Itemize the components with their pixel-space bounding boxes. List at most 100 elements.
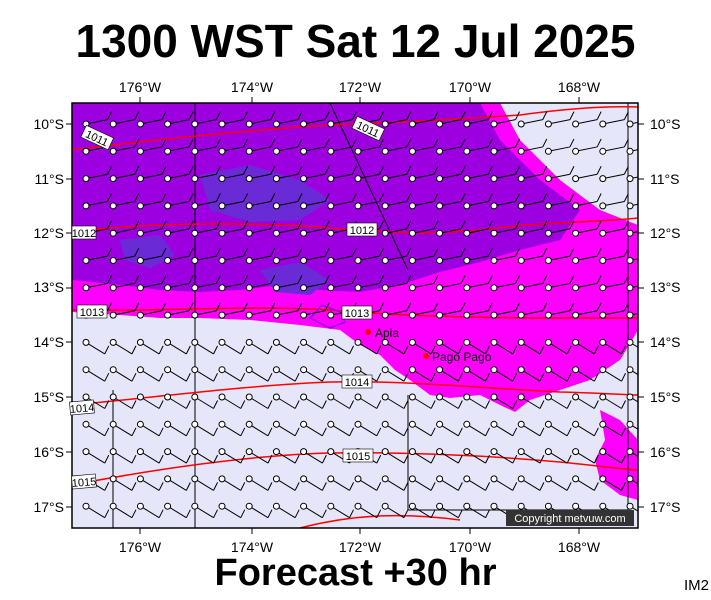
lat-label-left: 10°S — [33, 116, 64, 132]
station-point — [82, 175, 90, 183]
station-point — [164, 257, 172, 264]
wind-barb — [548, 478, 568, 491]
wind-barb — [194, 505, 214, 519]
station-point — [544, 366, 552, 374]
lat-label-left: 15°S — [33, 389, 64, 405]
wind-barb-flag — [215, 138, 221, 148]
wind-barb — [140, 451, 160, 464]
wind-barb — [521, 255, 543, 261]
wind-barb — [303, 282, 326, 289]
wind-barb — [167, 423, 187, 437]
wind-barb — [493, 201, 516, 207]
wind-barb — [629, 312, 638, 316]
wind-barb — [303, 201, 326, 207]
station-point — [626, 366, 634, 374]
lat-label-right: 16°S — [650, 444, 681, 460]
wind-barb — [520, 369, 541, 382]
wind-barb — [385, 201, 407, 207]
wind-barb-flag — [596, 275, 602, 284]
wind-barb-flag — [379, 247, 385, 257]
wind-barb — [249, 173, 271, 180]
station-point — [572, 502, 580, 510]
wind-barb-flag — [403, 454, 409, 464]
wind-barb — [276, 173, 299, 180]
wind-barb — [466, 255, 489, 261]
station-point — [626, 229, 634, 237]
station-point — [517, 393, 525, 401]
wind-barb — [575, 201, 598, 207]
station-point — [381, 147, 389, 155]
station-point — [191, 202, 199, 210]
wind-barb — [112, 369, 133, 382]
wind-barb-flag — [104, 454, 110, 464]
wind-barb-flag — [460, 220, 466, 230]
wind-barb-flag — [215, 247, 221, 257]
wind-barb-flag — [457, 482, 463, 491]
wind-barb-flag — [107, 220, 113, 230]
wind-barb — [276, 423, 296, 437]
station-point — [490, 120, 498, 128]
wind-barb — [412, 146, 435, 152]
wind-barb-flag — [403, 345, 409, 355]
station-point — [381, 448, 389, 456]
station-point — [164, 284, 172, 292]
wind-barb — [412, 451, 432, 464]
wind-barb-flag — [107, 166, 113, 175]
wind-barb-flag — [321, 372, 327, 382]
image-id-label: IM2 — [683, 577, 709, 594]
wind-barb — [629, 258, 638, 261]
station-point — [109, 393, 117, 401]
station-point — [300, 420, 308, 428]
wind-barb-flag — [324, 166, 330, 175]
wind-barb-flag — [158, 482, 164, 491]
wind-barb-flag — [515, 166, 521, 175]
wind-barb-flag — [433, 302, 439, 311]
wind-barb-flag — [270, 193, 276, 202]
station-point — [354, 366, 362, 374]
station-point — [381, 202, 389, 210]
station-point — [572, 338, 580, 346]
lon-label-bottom: 168°W — [558, 539, 601, 555]
wind-barb-flag — [297, 220, 303, 230]
wind-barb — [85, 173, 108, 180]
station-point — [436, 202, 444, 210]
wind-barb-flag — [213, 372, 219, 382]
wind-barb-flag — [623, 111, 629, 120]
wind-barb-flag — [460, 193, 466, 202]
wind-barb — [330, 201, 353, 207]
wind-barb-flag — [539, 345, 545, 355]
station-point — [381, 284, 389, 292]
wind-barb-flag — [349, 400, 355, 409]
wind-barb-flag — [321, 345, 327, 355]
station-point — [109, 175, 117, 183]
station-point — [626, 120, 634, 128]
wind-barb-flag — [512, 372, 518, 382]
wind-barb — [575, 341, 595, 355]
wind-barb-flag — [321, 454, 327, 464]
wind-barb — [303, 451, 323, 464]
station-point — [109, 448, 117, 456]
wind-barb-flag — [487, 302, 493, 311]
station-point — [300, 475, 308, 483]
wind-barb-flag — [406, 247, 412, 257]
wind-barb — [249, 282, 271, 289]
wind-barb-flag — [297, 138, 303, 148]
wind-barb-flag — [569, 111, 575, 120]
svg-text:1012: 1012 — [350, 225, 374, 237]
wind-barb-flag — [324, 138, 330, 148]
wind-barb-flag — [215, 275, 221, 284]
wind-barb-flag — [593, 372, 599, 382]
wind-barb-flag — [161, 138, 167, 148]
station-point — [572, 257, 580, 264]
station-point — [490, 311, 498, 319]
station-point — [381, 475, 389, 483]
wind-barb-flag — [542, 275, 548, 284]
wind-barb-flag — [104, 400, 110, 409]
isobar-1012 — [72, 217, 638, 234]
wind-barb-flag — [185, 427, 191, 437]
wind-barb — [412, 396, 432, 409]
wind-barb — [221, 310, 244, 316]
wind-barb — [194, 478, 214, 491]
wind-barb — [303, 310, 326, 316]
rain-field-dark — [200, 165, 330, 222]
